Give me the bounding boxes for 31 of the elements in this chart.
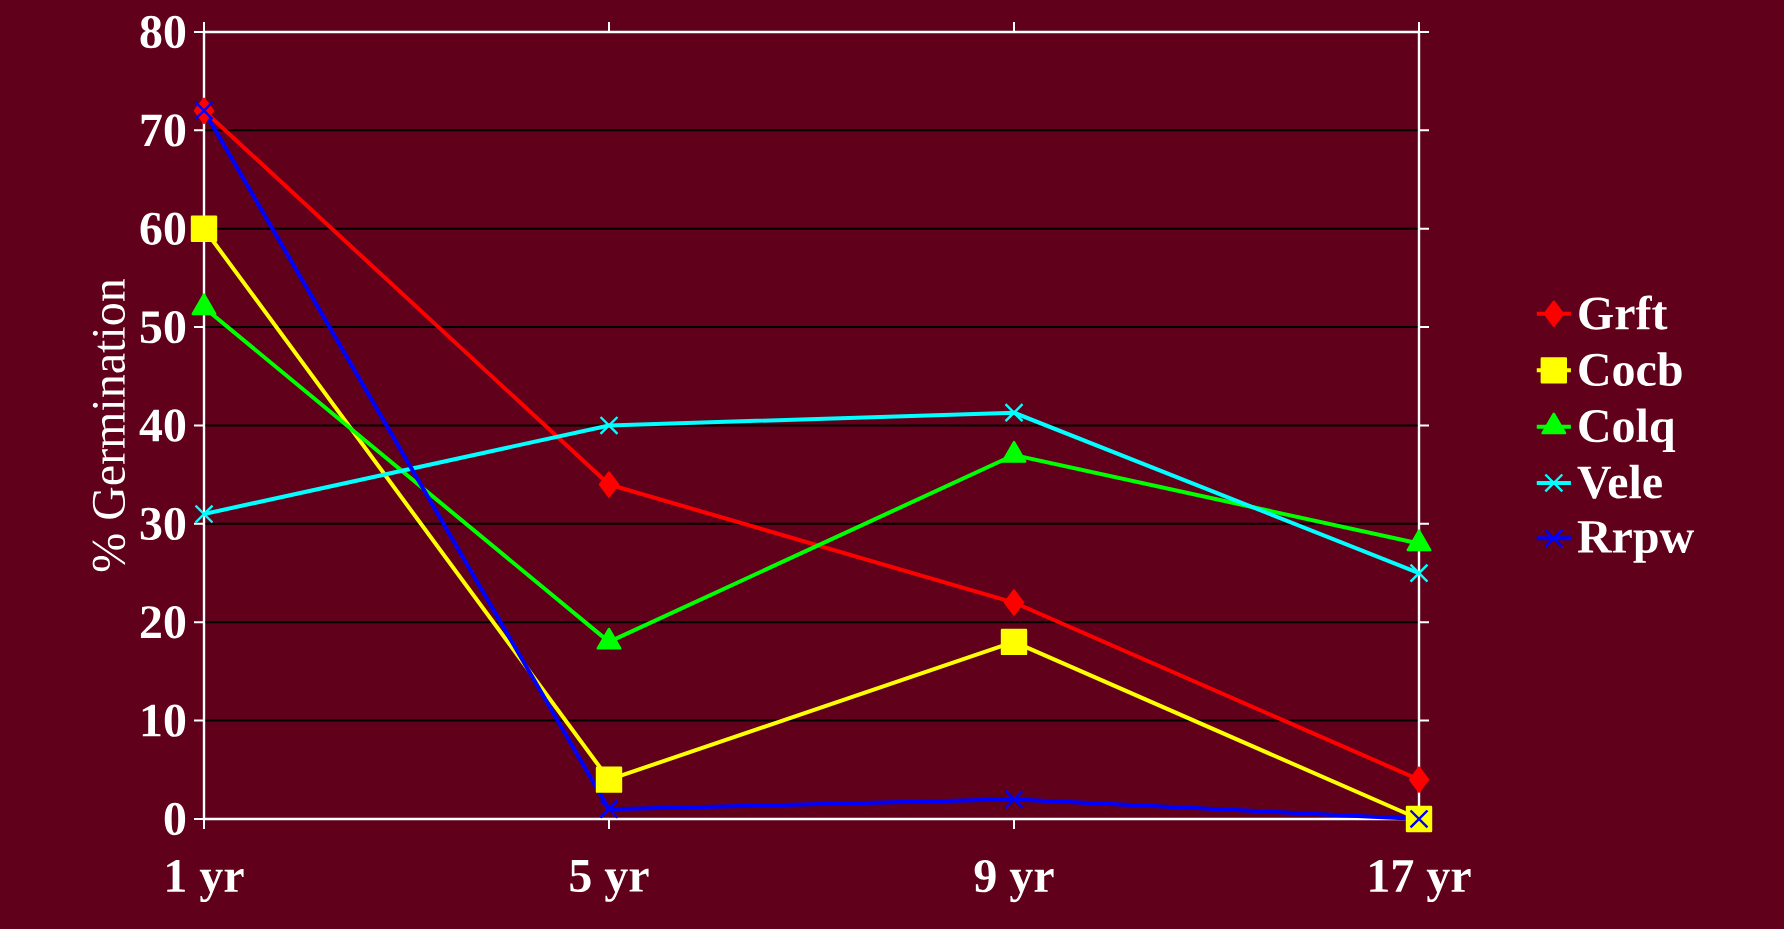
y-tick-label: 70 <box>141 114 186 147</box>
y-tick-label: 20 <box>140 606 186 639</box>
point <box>1003 589 1025 616</box>
x-tick-label: 1 yr <box>167 860 244 903</box>
legend-label: Grft <box>1579 295 1668 330</box>
x-tick-label: 9 yr <box>974 860 1054 903</box>
y-tick-label: 10 <box>142 704 186 737</box>
y-tick-label: 80 <box>140 15 186 49</box>
point <box>599 415 619 436</box>
point <box>595 766 623 793</box>
point <box>1409 563 1429 583</box>
point <box>1004 403 1024 423</box>
y-tick-label: 30 <box>140 507 186 541</box>
y-tick-label: 50 <box>140 310 186 344</box>
point <box>194 504 214 524</box>
y-tick-label: 40 <box>139 409 186 442</box>
legend-label: Rrpw <box>1577 521 1694 563</box>
y-axis-title: % Germination <box>92 278 126 572</box>
legend-label: Vele <box>1577 464 1662 499</box>
point <box>190 215 218 242</box>
point <box>598 471 620 498</box>
point <box>599 799 619 819</box>
y-tick-label: 60 <box>140 212 186 245</box>
legend-label: Cocb <box>1579 352 1682 386</box>
y-tick-label: 0 <box>164 802 186 836</box>
point <box>1000 628 1028 656</box>
x-tick-label: 17 yr <box>1370 860 1471 903</box>
legend-label: Colq <box>1579 408 1676 453</box>
point <box>1408 766 1430 793</box>
x-tick-label: 5 yr <box>570 860 649 902</box>
point <box>1004 789 1024 809</box>
